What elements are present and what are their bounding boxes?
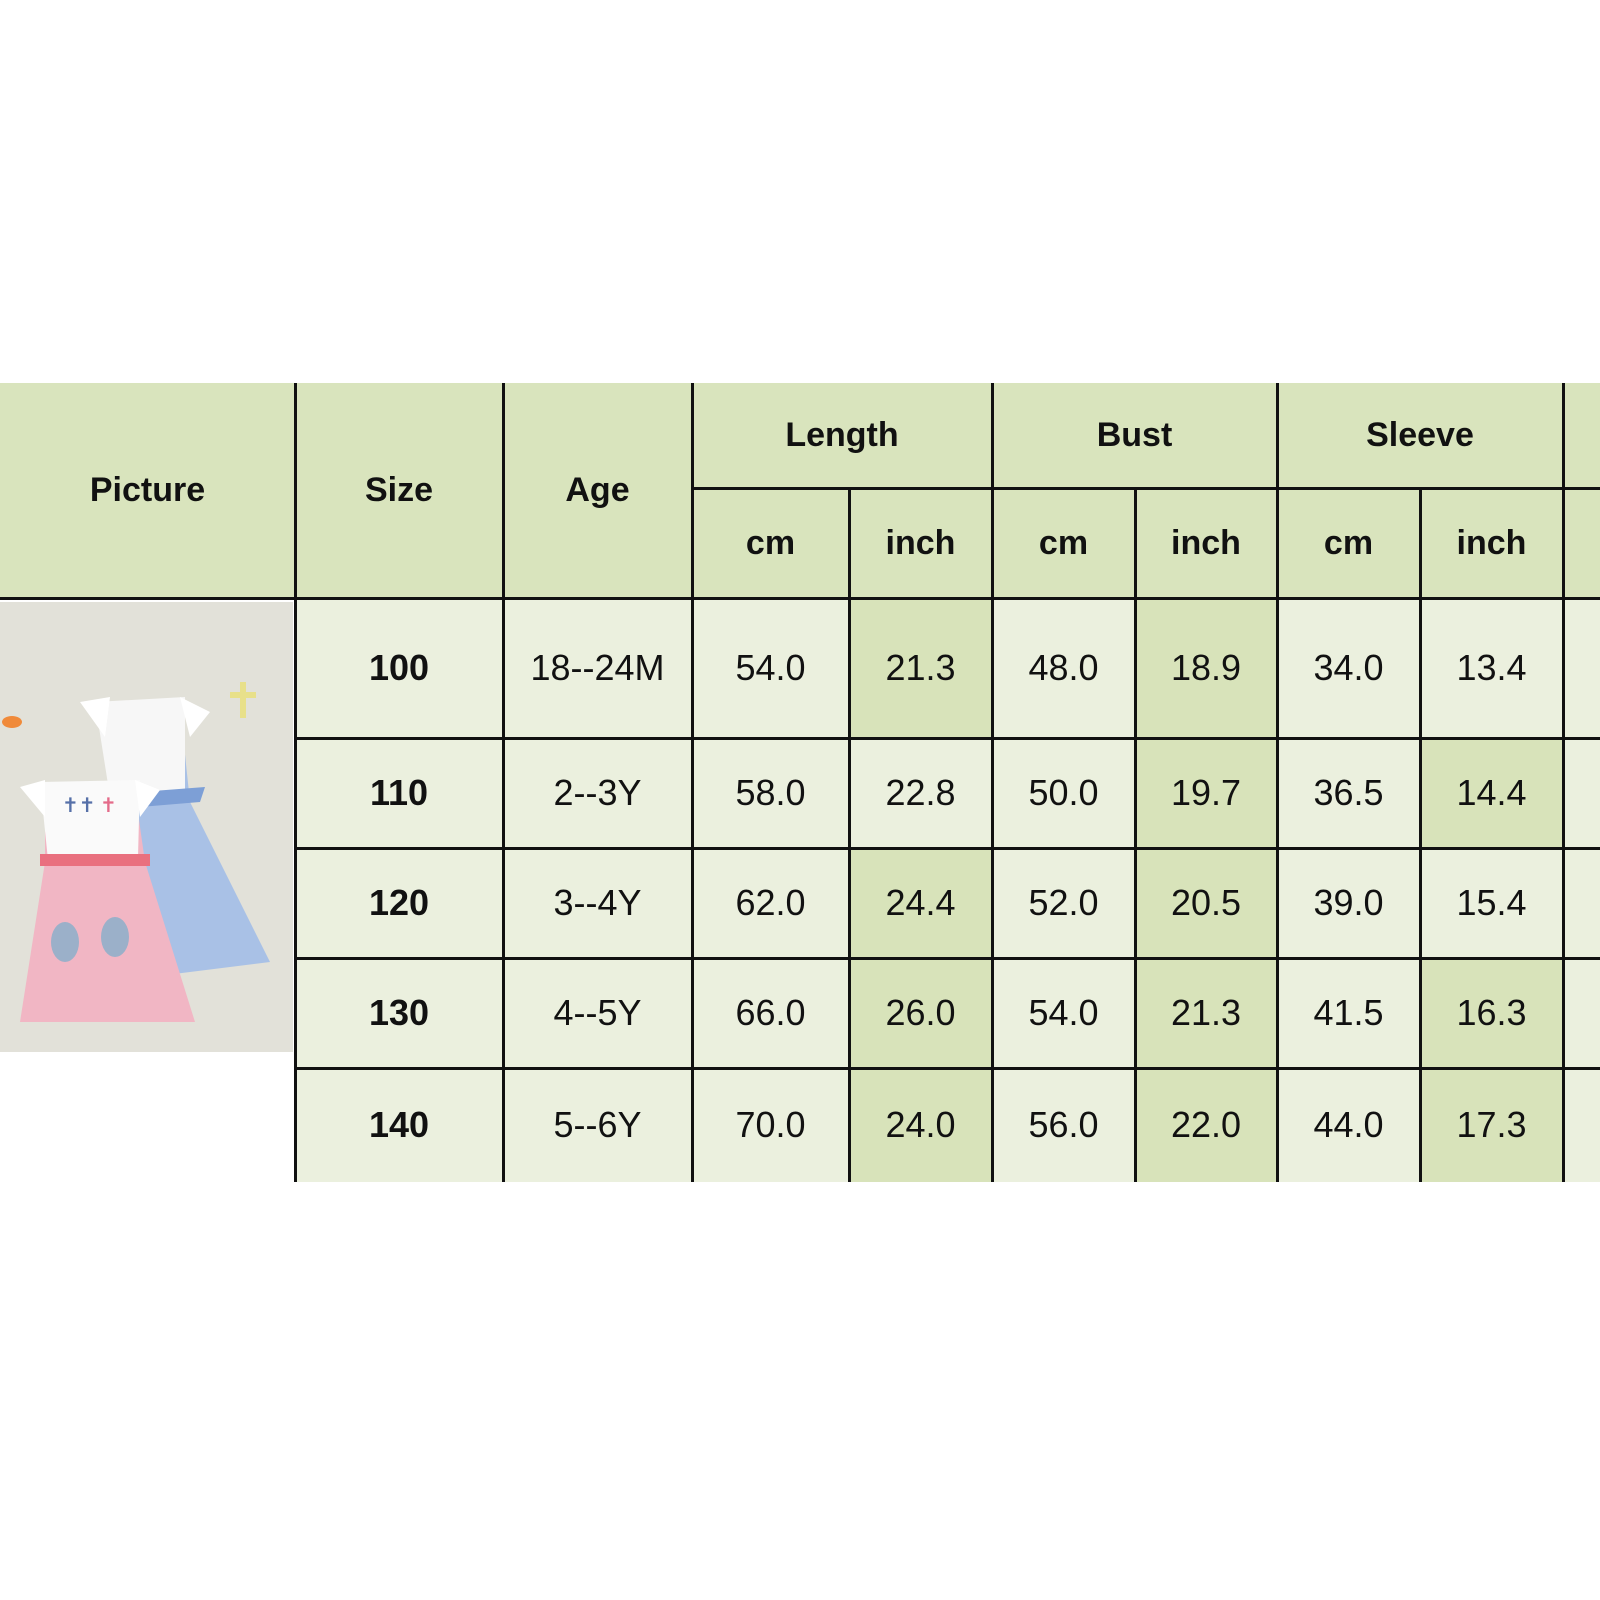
grid-line [1419, 488, 1422, 1182]
length-inch-cell: 21.3 [849, 598, 992, 738]
extra-cell [1563, 598, 1600, 738]
length-inch-cell: 26.0 [849, 958, 992, 1068]
cross-icon [230, 682, 256, 718]
length-inch-cell: 24.4 [849, 848, 992, 958]
carrot-icon [2, 716, 22, 728]
header-size: Size [295, 383, 503, 598]
extra-cell [1563, 738, 1600, 848]
grid-line [295, 737, 1600, 740]
extra-cell [1563, 1068, 1600, 1182]
grid-line [691, 383, 694, 1182]
header-extra [1563, 383, 1600, 598]
grid-line [0, 597, 1600, 600]
bust-inch-cell: 18.9 [1135, 598, 1277, 738]
sleeve-inch-cell: 17.3 [1420, 1068, 1563, 1182]
svg-text:✝: ✝ [100, 795, 117, 817]
bust-cm-cell: 52.0 [992, 848, 1135, 958]
header-length: Length [692, 383, 992, 488]
sleeve-inch-cell: 13.4 [1420, 598, 1563, 738]
sleeve-cm-cell: 44.0 [1277, 1068, 1420, 1182]
sleeve-cm-cell: 36.5 [1277, 738, 1420, 848]
header-inch: inch [1135, 488, 1277, 598]
sleeve-inch-cell: 14.4 [1420, 738, 1563, 848]
bust-cm-cell: 56.0 [992, 1068, 1135, 1182]
grid-line [502, 383, 505, 1182]
age-cell: 4--5Y [503, 958, 692, 1068]
length-cm-cell: 70.0 [692, 1068, 849, 1182]
age-cell: 3--4Y [503, 848, 692, 958]
extra-cell [1563, 848, 1600, 958]
grid-line [848, 488, 851, 1182]
header-sleeve: Sleeve [1277, 383, 1563, 488]
bust-inch-cell: 22.0 [1135, 1068, 1277, 1182]
extra-cell [1563, 958, 1600, 1068]
grid-line [295, 957, 1600, 960]
pink-dress: ✝✝ ✝ [20, 780, 195, 1022]
length-cm-cell: 62.0 [692, 848, 849, 958]
header-age: Age [503, 383, 692, 598]
svg-text:✝✝: ✝✝ [62, 795, 96, 817]
age-cell: 18--24M [503, 598, 692, 738]
bust-inch-cell: 20.5 [1135, 848, 1277, 958]
size-cell: 110 [295, 738, 503, 848]
size-cell: 130 [295, 958, 503, 1068]
header-cm: cm [1277, 488, 1420, 598]
bust-cm-cell: 54.0 [992, 958, 1135, 1068]
grid-line [1134, 488, 1137, 1182]
sleeve-cm-cell: 39.0 [1277, 848, 1420, 958]
header-cm: cm [992, 488, 1135, 598]
bust-inch-cell: 21.3 [1135, 958, 1277, 1068]
header-cm: cm [692, 488, 849, 598]
product-photo: ✝✝ ✝ [0, 602, 293, 1052]
sleeve-inch-cell: 15.4 [1420, 848, 1563, 958]
grid-line [1276, 383, 1279, 1182]
grid-line [295, 1067, 1600, 1070]
size-cell: 140 [295, 1068, 503, 1182]
length-inch-cell: 22.8 [849, 738, 992, 848]
grid-line [692, 487, 1600, 490]
grid-line [1562, 383, 1565, 1182]
age-cell: 5--6Y [503, 1068, 692, 1182]
bust-cm-cell: 50.0 [992, 738, 1135, 848]
grid-line [295, 847, 1600, 850]
length-inch-cell: 24.0 [849, 1068, 992, 1182]
header-inch: inch [849, 488, 992, 598]
size-cell: 100 [295, 598, 503, 738]
bust-cm-cell: 48.0 [992, 598, 1135, 738]
length-cm-cell: 54.0 [692, 598, 849, 738]
sleeve-inch-cell: 16.3 [1420, 958, 1563, 1068]
sleeve-cm-cell: 34.0 [1277, 598, 1420, 738]
length-cm-cell: 66.0 [692, 958, 849, 1068]
grid-line [991, 383, 994, 1182]
header-inch: inch [1420, 488, 1563, 598]
grid-line [294, 383, 297, 1182]
length-cm-cell: 58.0 [692, 738, 849, 848]
size-cell: 120 [295, 848, 503, 958]
age-cell: 2--3Y [503, 738, 692, 848]
bust-inch-cell: 19.7 [1135, 738, 1277, 848]
header-bust: Bust [992, 383, 1277, 488]
sleeve-cm-cell: 41.5 [1277, 958, 1420, 1068]
header-picture: Picture [0, 383, 295, 598]
